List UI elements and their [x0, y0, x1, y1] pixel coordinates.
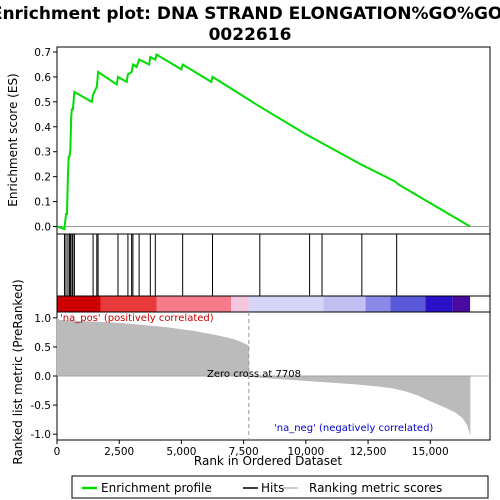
x-axis-label: Rank in Ordered Dataset: [194, 454, 342, 468]
legend: Enrichment profile Hits Ranking metric s…: [71, 475, 489, 499]
chart-title-line2: 0022616: [209, 25, 292, 45]
x-tick-label: 7,500: [229, 446, 259, 458]
es-y-tick-label: 0.1: [34, 197, 51, 209]
metric-panel: 1.0 0.5 0.0 -0.5 -1.00 2,500 5,000 7,500 10,000 1…: [31, 311, 491, 458]
chart-title-line1: Enrichment plot: DNA STRAND ELONGATION%G…: [0, 4, 500, 24]
colorbar-segment: [231, 296, 249, 312]
metric-y-tick-label: 1.0: [34, 313, 51, 325]
x-tick-label: 2,500: [104, 446, 134, 458]
rank-colorbar: [56, 295, 491, 313]
x-tick-label: 12,500: [350, 446, 387, 458]
colorbar-segment: [452, 296, 471, 312]
es-y-tick-label: 0.3: [34, 147, 51, 159]
x-tick-label: 0: [54, 446, 61, 458]
legend-box: [71, 475, 489, 499]
colorbar-segment: [425, 296, 453, 312]
x-tick-label: 10,000: [287, 446, 324, 458]
es-plot-frame: [56, 46, 491, 235]
colorbar-segment: [390, 296, 426, 312]
enrichment-profile-line: [56, 52, 471, 231]
hits-frame: [56, 233, 491, 297]
metric-y-tick-label: -0.5: [31, 400, 52, 412]
annotation-na-neg: 'na_neg' (negatively correlated): [274, 423, 433, 434]
legend-label-enrichment-profile: Enrichment profile: [101, 481, 212, 495]
metric-y-axis-label: Ranked list metric (PreRanked): [11, 279, 25, 464]
es-y-tick-label: 0.2: [34, 172, 51, 184]
metric-y-tick-label: 0.0: [34, 371, 51, 383]
colorbar-segment: [57, 296, 101, 312]
metric-y-tick-label: -1.0: [31, 429, 52, 441]
colorbar-segment: [156, 296, 232, 312]
metric-y-tick-label: 0.5: [34, 342, 51, 354]
es-y-tick-label: 0.0: [34, 222, 51, 234]
colorbar-segment: [248, 296, 324, 312]
colorbar-segment: [323, 296, 366, 312]
es-y-tick-label: 0.7: [34, 47, 51, 59]
colorbar-segment: [100, 296, 157, 312]
hits-panel: [56, 233, 491, 297]
legend-label-ranking-metric-scores: Ranking metric scores: [309, 481, 442, 495]
annotation-na-pos: 'na_pos' (positively correlated): [60, 313, 214, 324]
x-tick-label: 5,000: [166, 446, 196, 458]
legend-label-hits: Hits: [261, 481, 284, 495]
es-y-tick-label: 0.6: [34, 72, 51, 84]
es-y-axis-label: Enrichment score (ES): [6, 73, 20, 206]
x-tick-label: 15,000: [412, 446, 449, 458]
colorbar-segment: [365, 296, 391, 312]
es-panel: 0.0 0.1 0.2 0.3 0.4 0.5 0.6 0.7: [34, 46, 491, 235]
es-y-tick-label: 0.5: [34, 97, 51, 109]
es-y-tick-label: 0.4: [34, 122, 51, 134]
annotation-zero-cross: Zero cross at 7708: [207, 369, 301, 380]
